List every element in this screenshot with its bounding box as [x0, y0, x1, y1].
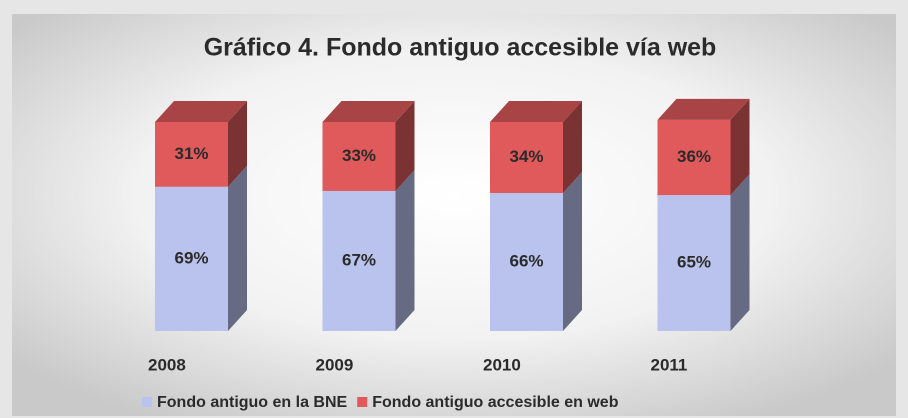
bar	[322, 122, 396, 191]
bar	[155, 186, 228, 331]
bar-top	[490, 101, 582, 122]
x-tick-label: 2008	[148, 355, 186, 374]
data-label: 65%	[677, 253, 711, 272]
bar	[322, 190, 396, 331]
data-label: 67%	[342, 250, 376, 269]
data-label: 31%	[174, 144, 208, 163]
bar-side	[563, 101, 582, 194]
x-tick-label: 2010	[483, 355, 521, 374]
bar-side	[730, 174, 750, 331]
bar-side	[228, 165, 247, 331]
data-label: 34%	[509, 147, 543, 166]
x-tick-label: 2011	[651, 355, 688, 374]
legend-label: Fondo antiguo en la BNE	[157, 394, 348, 411]
legend: Fondo antiguo en la BNE Fondo antiguo acc…	[142, 394, 619, 411]
bar-side	[228, 101, 247, 187]
bar	[155, 122, 228, 187]
bar-side	[395, 169, 415, 331]
bar	[657, 119, 731, 196]
bar-side	[730, 98, 750, 196]
background	[12, 14, 896, 416]
data-label: 33%	[342, 146, 376, 165]
legend-swatch	[357, 397, 368, 407]
bar-side	[563, 172, 582, 331]
bar	[657, 195, 731, 331]
x-tick-label: 2009	[316, 355, 354, 374]
bar-side	[395, 101, 415, 191]
bar-top	[155, 101, 247, 122]
bar-top	[657, 98, 750, 120]
legend-label: Fondo antiguo accesible en web	[372, 394, 618, 411]
data-label: 36%	[677, 147, 711, 166]
data-label: 69%	[174, 248, 208, 267]
legend-swatch	[142, 397, 152, 407]
bar	[490, 122, 563, 194]
data-label: 66%	[509, 252, 543, 271]
bar	[490, 193, 563, 331]
bar-top	[322, 101, 415, 122]
chart-title: Gráfico 4. Fondo antiguo accesible vía w…	[204, 34, 717, 62]
